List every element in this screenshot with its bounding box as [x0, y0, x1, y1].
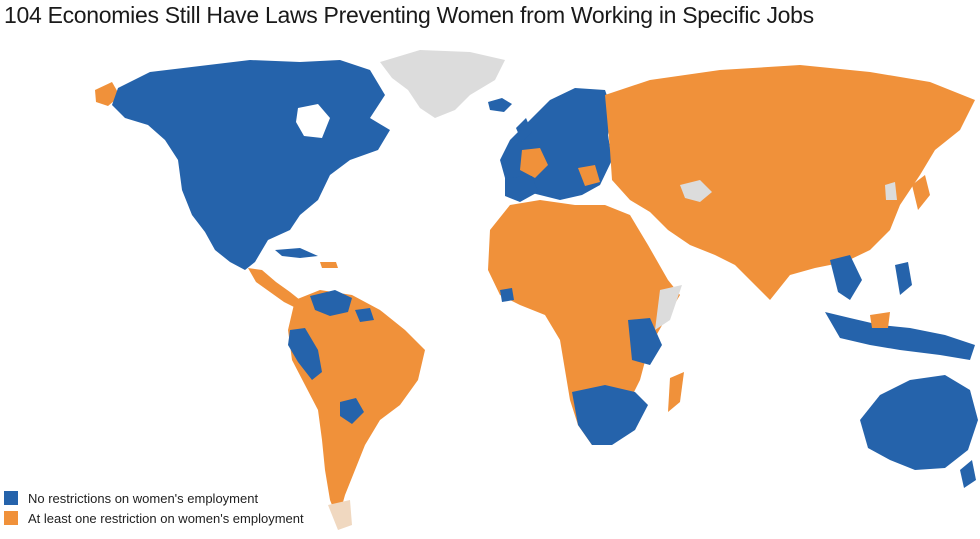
region-philippines: [895, 262, 912, 295]
region-somalia: [655, 285, 682, 330]
region-tierra-del-fuego: [328, 500, 352, 530]
region-malaysia: [870, 312, 890, 328]
map-title: 104 Economies Still Have Laws Preventing…: [4, 2, 814, 28]
legend-label: At least one restriction on women's empl…: [28, 510, 304, 526]
legend-label: No restrictions on women's employment: [28, 490, 259, 506]
region-africa: [488, 200, 680, 445]
legend-item-no-restrictions: No restrictions on women's employment: [4, 488, 304, 508]
region-australia: [860, 375, 978, 470]
region-japan: [912, 175, 930, 210]
map-legend: No restrictions on women's employment At…: [4, 488, 304, 528]
region-guianas: [355, 308, 374, 322]
legend-swatch-orange: [4, 511, 18, 525]
region-cuba: [275, 248, 318, 258]
region-southeast-asia: [830, 255, 862, 300]
region-balkans: [578, 165, 600, 186]
region-indonesia: [825, 312, 975, 360]
region-new-zealand: [960, 460, 976, 488]
region-venezuela: [310, 290, 352, 316]
region-kazakhstan: [680, 180, 712, 202]
region-central-america: [248, 268, 300, 308]
region-alaska-west: [95, 82, 120, 106]
region-paraguay: [340, 398, 364, 424]
region-uk: [516, 118, 532, 142]
region-southern-africa: [572, 385, 648, 445]
region-hispaniola: [320, 262, 338, 268]
region-iberia: [505, 176, 538, 202]
region-asia: [605, 65, 975, 300]
legend-item-restrictions: At least one restriction on women's empl…: [4, 508, 304, 528]
legend-swatch-blue: [4, 491, 18, 505]
region-greenland: [380, 50, 505, 118]
region-madagascar: [668, 372, 684, 412]
region-peru: [288, 328, 322, 380]
region-north-america: [112, 60, 390, 270]
region-iceland: [488, 98, 512, 112]
region-france: [520, 148, 548, 178]
region-hudson-bay: [296, 104, 330, 138]
region-east-africa: [628, 318, 662, 365]
region-west-africa-dot: [500, 288, 514, 302]
region-korea: [885, 182, 897, 200]
